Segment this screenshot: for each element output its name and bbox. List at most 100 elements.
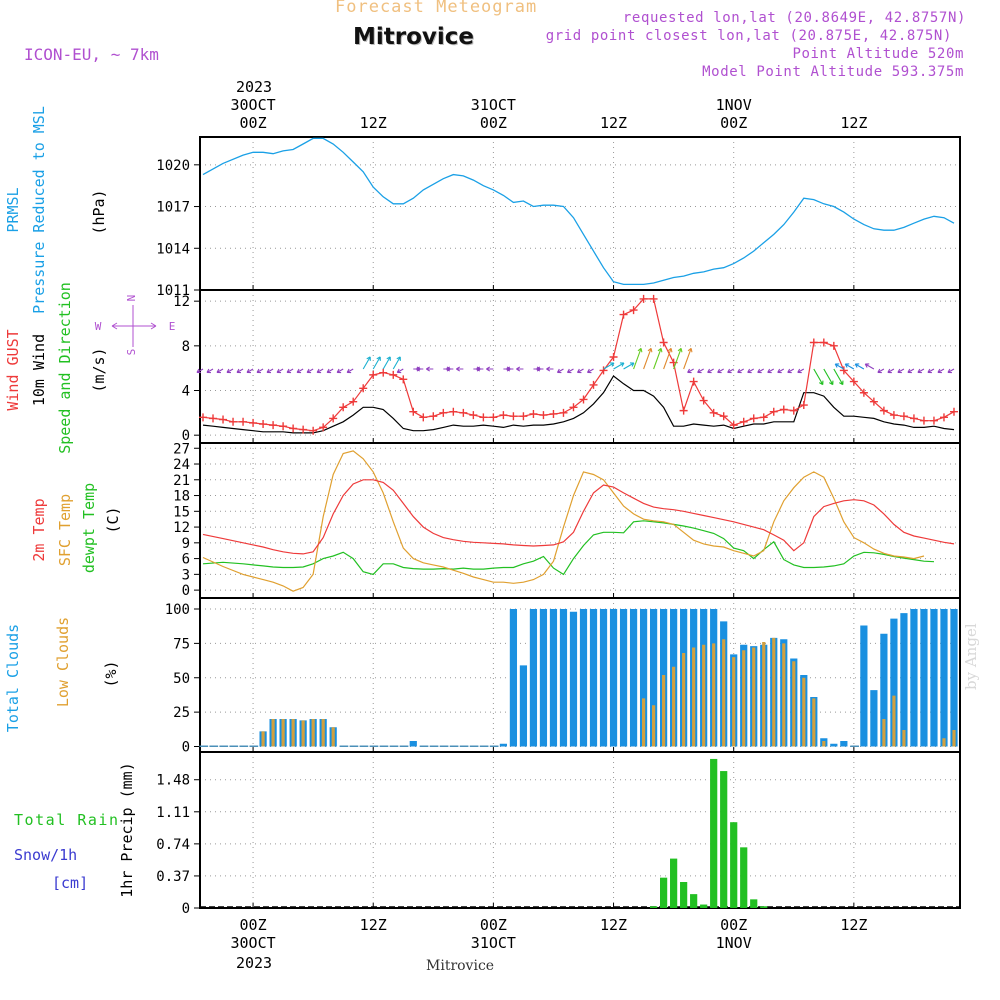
gust-marker-48 xyxy=(679,406,688,415)
cloud-low-bar-6 xyxy=(261,731,265,747)
cloud-low-bar-56 xyxy=(762,642,766,747)
gust-marker-9 xyxy=(289,424,298,433)
rain-bar-5 xyxy=(700,904,708,908)
cloud-low-bar-10 xyxy=(301,720,305,747)
cloud-total-bar-31 xyxy=(509,609,518,747)
cloud-low-bar-12 xyxy=(321,719,325,747)
wind-direction-arrow-70 xyxy=(897,368,905,374)
gust-marker-30 xyxy=(499,411,508,420)
time-tick-bottom-3: 12Z xyxy=(600,916,627,934)
wind-direction-arrow-22 xyxy=(416,366,424,372)
gust-marker-32 xyxy=(519,412,528,421)
clouds-label-low: Low Clouds xyxy=(54,617,72,707)
series-line-wind-gust xyxy=(202,298,955,432)
time-date-bottom-0: 30OCT xyxy=(230,934,275,952)
time-tick-bottom-5: 12Z xyxy=(840,916,867,934)
gust-marker-34 xyxy=(539,411,548,420)
cloud-low-bar-11 xyxy=(311,719,315,747)
compass-s: S xyxy=(125,349,138,356)
footer-location: Mitrovice xyxy=(426,958,495,974)
gust-marker-29 xyxy=(489,413,498,422)
cloud-total-bar-20 xyxy=(399,745,409,747)
gust-marker-18 xyxy=(379,368,388,377)
cloud-total-bar-42 xyxy=(619,609,628,747)
point-altitude: Point Altitude 520m xyxy=(792,46,964,62)
cloud-total-bar-66 xyxy=(860,625,868,747)
wind-direction-arrow-54 xyxy=(737,368,744,374)
wind-label-speed-dir: Speed and Direction xyxy=(56,282,74,454)
ytick-label-temp-7: 21 xyxy=(173,473,190,489)
cloud-total-bar-15 xyxy=(349,745,359,747)
cloud-low-bar-7 xyxy=(271,719,275,747)
precip-label-cm: [cm] xyxy=(52,874,88,892)
wind-direction-arrow-8 xyxy=(276,368,284,374)
gust-marker-2 xyxy=(219,415,228,424)
temp-label-2m: 2m Temp xyxy=(30,498,48,561)
wind-direction-arrow-44 xyxy=(643,347,653,370)
wind-direction-arrow-52 xyxy=(717,368,724,374)
gust-marker-15 xyxy=(349,397,358,406)
ytick-label-clouds-3: 75 xyxy=(173,636,190,652)
gust-marker-31 xyxy=(509,412,518,421)
ytick-label-clouds-0: 0 xyxy=(182,740,190,756)
gust-marker-60 xyxy=(799,401,808,410)
cloud-low-bar-8 xyxy=(281,719,285,747)
cloud-total-bar-18 xyxy=(379,745,389,747)
gust-marker-62 xyxy=(819,338,828,347)
ytick-label-clouds-4: 100 xyxy=(165,602,190,618)
gust-marker-49 xyxy=(689,377,698,386)
wind-direction-arrow-59 xyxy=(787,368,795,374)
cloud-total-bar-24 xyxy=(439,745,449,747)
time-tick-top-5: 12Z xyxy=(840,114,867,132)
gust-marker-50 xyxy=(699,396,708,405)
wind-direction-arrow-66 xyxy=(854,363,865,370)
cloud-total-bar-73 xyxy=(930,609,938,747)
cloud-total-bar-28 xyxy=(479,745,489,747)
time-date-top-0: 30OCT xyxy=(230,96,275,114)
gust-marker-73 xyxy=(929,416,938,425)
gust-marker-26 xyxy=(459,408,468,417)
gust-marker-66 xyxy=(859,388,868,397)
grid-point-coords: grid point closest lon,lat (20.875E, 42.… xyxy=(545,28,952,44)
rain-bar-11 xyxy=(760,906,768,908)
gust-marker-42 xyxy=(619,310,628,319)
rain-bar-4 xyxy=(690,894,698,908)
gust-marker-72 xyxy=(919,416,928,425)
cloud-total-bar-14 xyxy=(339,745,349,747)
ytick-label-pressure-0: 1011 xyxy=(156,283,190,299)
cloud-total-bar-72 xyxy=(920,609,928,747)
cloud-total-bar-37 xyxy=(569,611,578,747)
ytick-label-temp-5: 15 xyxy=(173,504,190,520)
wind-direction-arrow-20 xyxy=(396,368,404,374)
series-line-sfc-temp xyxy=(202,450,925,592)
gust-marker-39 xyxy=(589,380,598,389)
cloud-low-bar-60 xyxy=(802,677,806,747)
cloud-total-bar-41 xyxy=(609,609,618,747)
gust-marker-44 xyxy=(639,294,648,303)
wind-direction-arrow-2 xyxy=(216,368,224,374)
chart-subtitle: Forecast Meteogram xyxy=(335,0,538,17)
wind-direction-arrow-38 xyxy=(576,368,584,374)
wind-direction-arrow-69 xyxy=(887,368,895,374)
gust-marker-23 xyxy=(429,412,438,421)
gust-marker-37 xyxy=(569,403,578,412)
cloud-low-bar-54 xyxy=(742,650,746,747)
wind-direction-arrow-49 xyxy=(687,368,694,374)
gust-marker-5 xyxy=(249,418,258,427)
gust-marker-61 xyxy=(809,338,818,347)
gust-marker-0 xyxy=(199,413,208,422)
time-date-bottom-4: 1NOV xyxy=(716,934,752,952)
wind-direction-arrow-29 xyxy=(486,366,494,372)
gust-marker-22 xyxy=(419,413,428,422)
gust-marker-21 xyxy=(409,407,418,416)
wind-direction-arrow-58 xyxy=(777,368,785,374)
ytick-label-wind-1: 4 xyxy=(182,384,190,400)
gust-marker-54 xyxy=(739,417,748,426)
cloud-total-bar-44 xyxy=(639,609,648,747)
cloud-low-bar-49 xyxy=(692,647,696,747)
time-date-top-4: 1NOV xyxy=(716,96,752,114)
ytick-label-pressure-3: 1020 xyxy=(156,158,190,174)
ytick-label-temp-9: 27 xyxy=(173,441,190,457)
ytick-label-pressure-1: 1014 xyxy=(156,241,190,257)
